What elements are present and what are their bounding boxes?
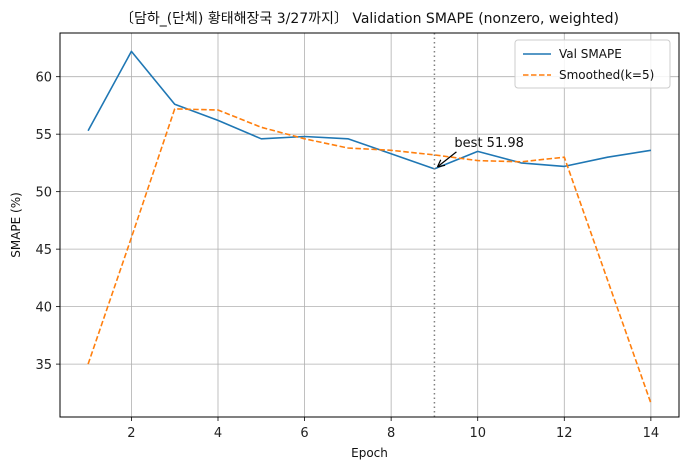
grid [60, 33, 679, 417]
series-line-val-smape [87, 50, 652, 170]
x-axis-ticks: 2 4 6 8 10 12 14 [127, 417, 659, 441]
x-tick-label: 4 [214, 426, 222, 441]
legend-label-smoothed: Smoothed(k=5) [559, 68, 654, 82]
best-arrowhead [436, 159, 446, 168]
best-arrow [437, 151, 457, 168]
plot-frame [59, 32, 680, 418]
legend-label-val-smape: Val SMAPE [559, 47, 622, 61]
best-annotation: best 51.98 [433, 33, 524, 417]
series-lines [87, 50, 652, 404]
y-tick-label: 40 [35, 301, 52, 316]
x-tick-label: 8 [387, 426, 395, 441]
x-tick-label: 14 [643, 426, 660, 441]
y-tick-label: 50 [35, 186, 52, 201]
y-axis-ticks: 35 40 45 50 55 60 [35, 71, 60, 373]
legend: Val SMAPE Smoothed(k=5) [514, 39, 671, 89]
x-tick-label: 10 [469, 426, 486, 441]
series-line-smoothed [87, 108, 652, 404]
y-axis-label: SMAPE (%) [9, 192, 23, 258]
x-axis-label: Epoch [351, 446, 388, 460]
chart-title: 〔담하_(단체) 황태해장국 3/27까지〕 Validation SMAPE … [120, 11, 619, 27]
y-tick-label: 60 [35, 71, 52, 86]
x-tick-label: 12 [556, 426, 573, 441]
x-tick-label: 2 [127, 426, 135, 441]
best-annotation-label: best 51.98 [454, 136, 523, 151]
y-tick-label: 45 [35, 243, 52, 258]
legend-box [514, 39, 671, 89]
x-tick-label: 6 [300, 426, 308, 441]
y-tick-label: 35 [35, 358, 52, 373]
y-tick-label: 55 [35, 128, 52, 143]
